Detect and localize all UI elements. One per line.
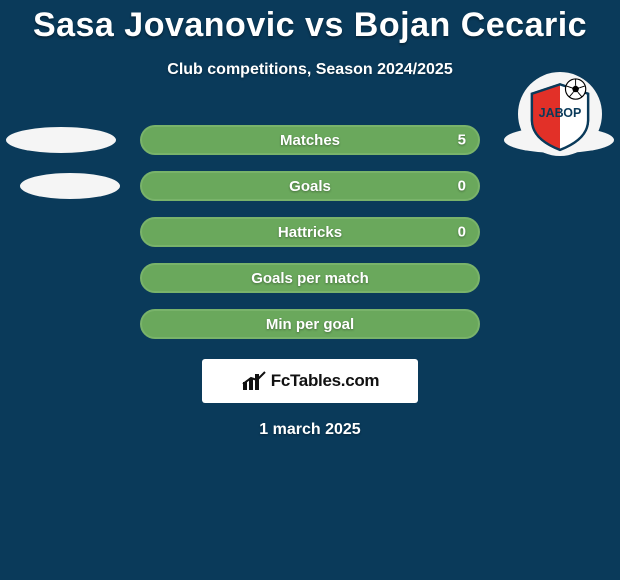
stat-value-right: 0: [458, 224, 466, 241]
club-crest-svg: ЈАВОР: [521, 75, 599, 153]
club-name-label: ЈАВОР: [539, 106, 582, 120]
stat-row: Min per goal: [0, 301, 620, 347]
stats-grid: Matches 5 Goals 0 Hattricks 0 Goals per …: [0, 117, 620, 347]
fctables-logo-text: FcTables.com: [271, 371, 380, 391]
stat-bar-hattricks: Hattricks 0: [140, 217, 480, 247]
left-player-placeholder-icon: [20, 173, 120, 199]
page-subtitle: Club competitions, Season 2024/2025: [0, 61, 620, 79]
stat-label: Goals: [289, 178, 331, 195]
stat-bar-matches: Matches 5: [140, 125, 480, 155]
right-club-badge-icon: ЈАВОР: [518, 72, 602, 156]
stat-bar-min-per-goal: Min per goal: [140, 309, 480, 339]
page-title: Sasa Jovanovic vs Bojan Cecaric: [0, 0, 620, 45]
fctables-logo: FcTables.com: [202, 359, 418, 403]
stat-label: Min per goal: [266, 316, 354, 333]
stat-value-right: 0: [458, 178, 466, 195]
stat-row: Hattricks 0: [0, 209, 620, 255]
stat-label: Hattricks: [278, 224, 342, 241]
stat-value-right: 5: [458, 132, 466, 149]
stat-row: Goals per match: [0, 255, 620, 301]
footer-date: 1 march 2025: [0, 421, 620, 439]
stat-label: Goals per match: [251, 270, 369, 287]
stat-bar-goals-per-match: Goals per match: [140, 263, 480, 293]
bars-chart-icon: [241, 370, 267, 392]
left-player-placeholder-icon: [6, 127, 116, 153]
stat-label: Matches: [280, 132, 340, 149]
stat-bar-goals: Goals 0: [140, 171, 480, 201]
stat-row: Goals 0: [0, 163, 620, 209]
